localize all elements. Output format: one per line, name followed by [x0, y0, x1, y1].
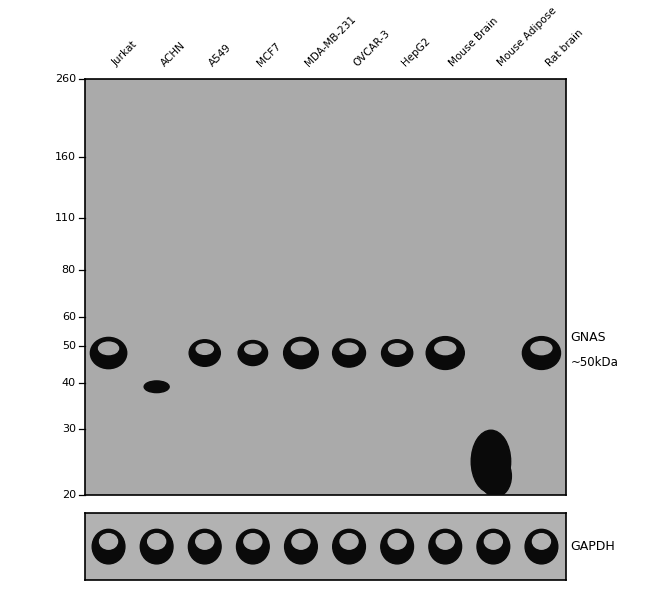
Ellipse shape [188, 529, 221, 564]
Ellipse shape [283, 338, 318, 368]
Text: Mouse Adipose: Mouse Adipose [496, 5, 558, 68]
Text: ~50kDa: ~50kDa [570, 356, 618, 368]
Text: ACHN: ACHN [159, 40, 187, 68]
Ellipse shape [90, 338, 127, 368]
Text: 160: 160 [55, 152, 76, 162]
Text: MDA-MB-231: MDA-MB-231 [304, 14, 358, 68]
Ellipse shape [531, 341, 552, 355]
Ellipse shape [480, 455, 512, 497]
Ellipse shape [382, 339, 413, 366]
Ellipse shape [389, 344, 406, 355]
Ellipse shape [237, 529, 269, 564]
Ellipse shape [285, 529, 317, 564]
Text: GAPDH: GAPDH [570, 540, 615, 553]
Ellipse shape [525, 529, 558, 564]
Ellipse shape [340, 343, 358, 355]
Text: OVCAR-3: OVCAR-3 [352, 28, 392, 68]
Ellipse shape [148, 534, 166, 549]
Text: MCF7: MCF7 [255, 40, 283, 68]
Ellipse shape [238, 341, 268, 365]
Ellipse shape [144, 381, 169, 393]
Ellipse shape [426, 336, 464, 370]
Ellipse shape [532, 534, 551, 549]
Text: 20: 20 [62, 490, 76, 500]
Ellipse shape [244, 534, 262, 549]
Ellipse shape [333, 529, 365, 564]
Text: GNAS: GNAS [570, 330, 606, 344]
Ellipse shape [471, 430, 511, 493]
Text: A549: A549 [207, 42, 233, 68]
Ellipse shape [292, 534, 310, 549]
Text: 60: 60 [62, 312, 76, 322]
Text: 80: 80 [62, 265, 76, 275]
Ellipse shape [340, 534, 358, 549]
Ellipse shape [435, 341, 456, 355]
Ellipse shape [291, 342, 311, 355]
Ellipse shape [196, 344, 213, 355]
Ellipse shape [388, 534, 406, 549]
Ellipse shape [99, 342, 118, 355]
Ellipse shape [429, 529, 461, 564]
Text: 110: 110 [55, 213, 76, 223]
Ellipse shape [196, 534, 214, 549]
Text: Jurkat: Jurkat [111, 39, 140, 68]
Text: 40: 40 [62, 378, 76, 388]
Text: 50: 50 [62, 341, 76, 352]
Ellipse shape [381, 529, 413, 564]
Ellipse shape [484, 534, 502, 549]
Ellipse shape [436, 534, 454, 549]
Text: 260: 260 [55, 74, 76, 83]
Ellipse shape [189, 339, 220, 366]
Text: Mouse Brain: Mouse Brain [448, 16, 500, 68]
Text: HepG2: HepG2 [400, 36, 432, 68]
Text: 30: 30 [62, 425, 76, 434]
Text: Rat brain: Rat brain [544, 27, 584, 68]
Ellipse shape [523, 336, 560, 370]
Ellipse shape [245, 344, 261, 355]
Ellipse shape [140, 529, 173, 564]
Ellipse shape [99, 534, 118, 549]
Ellipse shape [333, 339, 365, 367]
Ellipse shape [92, 529, 125, 564]
Ellipse shape [477, 529, 510, 564]
